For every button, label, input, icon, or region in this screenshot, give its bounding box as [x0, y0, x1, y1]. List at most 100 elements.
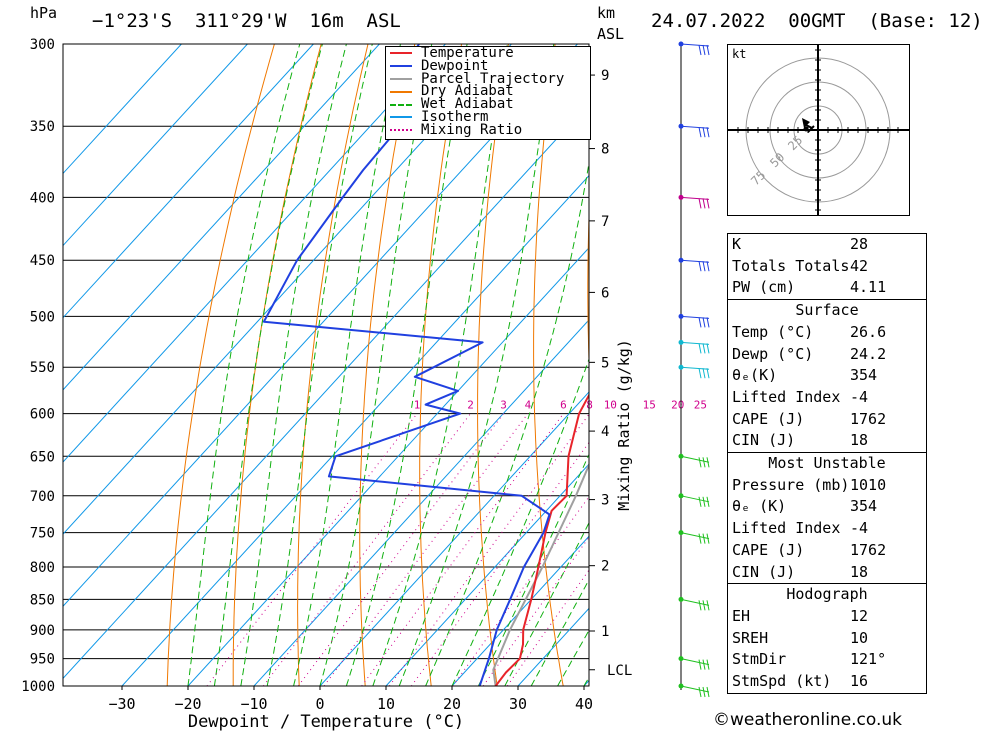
dry-adiabat-line [533, 44, 564, 686]
km-tick-label: 8 [601, 142, 609, 158]
mixing-ratio-label: 4 [525, 399, 532, 412]
wind-barb-feather [698, 127, 702, 138]
surface-cin-value: 18 [850, 431, 869, 450]
stmspd-label: StmSpd (kt) [732, 672, 832, 691]
wind-barb-staff [680, 685, 710, 693]
mu-cape-label: CAPE (J) [732, 540, 805, 559]
wind-barb-dot [678, 194, 684, 200]
wind-barb-feather [702, 600, 706, 611]
wind-barb-dot [678, 339, 684, 345]
isotherm-line [385, 463, 589, 686]
pressure-tick-label: 850 [30, 592, 55, 608]
copyright-link[interactable]: ©weatheronline.co.uk [713, 710, 903, 730]
mu-li-value: -4 [850, 519, 869, 538]
wind-barb-feather [702, 659, 706, 670]
mixing-ratio-line [410, 441, 589, 686]
wind-barb-feather [702, 457, 706, 468]
parameter-tables: K 28 Totals Totals 42 PW (cm) 4.11 Surface … [727, 233, 927, 694]
surface-title: Surface [795, 301, 859, 320]
dry-adiabat-line [297, 44, 369, 686]
pressure-tick-label: 750 [30, 526, 55, 542]
temp-tick-label: 30 [509, 695, 527, 713]
wet-adiabat-line [187, 44, 301, 686]
pressure-tick-label: 1000 [21, 679, 55, 695]
temp-tick-label: 40 [575, 695, 593, 713]
wet-adiabat-line [372, 44, 508, 686]
wet-adiabat-line [293, 44, 401, 686]
km-tick-label: 6 [601, 285, 609, 301]
pressure-tick-label: 900 [30, 623, 55, 639]
mixing-ratio-line [206, 413, 418, 686]
wind-barb-dot [678, 596, 684, 602]
isotherm-line [63, 44, 314, 319]
plot-frame [62, 43, 590, 687]
pressure-tick-label: 600 [30, 407, 55, 423]
pressure-tick-label: 400 [30, 190, 55, 206]
temp-tick-label: −20 [174, 695, 201, 713]
dry-adiabat-line [359, 44, 416, 686]
legend-item: Dewpoint [386, 57, 590, 74]
wind-barb-feather [702, 533, 706, 544]
wind-barb-feather [706, 600, 710, 611]
wind-barb-feather [698, 261, 702, 272]
wind-barb-feather [706, 368, 710, 379]
wind-barb-feather [698, 496, 702, 507]
temperature-line [494, 393, 589, 686]
mu-pressure-label: Pressure (mb) [732, 475, 850, 494]
wind-barb-staff [680, 658, 710, 666]
dry-adiabat-line [930, 44, 1000, 686]
isotherm-line [63, 44, 578, 607]
isotherm-line [253, 319, 589, 686]
wind-barb-staff [680, 315, 710, 319]
isotherm-line [187, 247, 589, 686]
legend-swatch [390, 129, 412, 132]
km-tick-label: 2 [601, 559, 609, 575]
mixing-ratio-line [388, 413, 589, 686]
stmdir-value: 121° [850, 650, 887, 669]
wet-adiabat-line [425, 159, 589, 686]
wind-barb-staff [680, 366, 710, 370]
isotherm-line [451, 535, 589, 686]
wind-barb-feather [706, 44, 710, 56]
wind-barb-feather [698, 659, 702, 670]
tt-value: 42 [850, 256, 869, 275]
wind-barb-staff [680, 196, 710, 200]
wind-barb-feather [706, 457, 710, 468]
legend-swatch [390, 77, 412, 80]
wet-adiabat-line [240, 44, 347, 686]
legend-swatch [390, 90, 412, 93]
legend-label: Dewpoint [421, 57, 489, 74]
wind-barb-feather [702, 368, 706, 379]
sreh-value: 10 [850, 628, 869, 647]
sreh-label: SREH [732, 628, 769, 647]
wind-barb-staff [680, 495, 710, 503]
dry-adiabat-line [232, 44, 322, 686]
hodograph-trace [803, 123, 815, 133]
wind-barb-staff [680, 532, 710, 540]
dry-adiabat-line [166, 44, 275, 686]
wind-barb-dot [678, 530, 684, 536]
mu-theta-value: 354 [850, 497, 878, 516]
wind-barb-dot [678, 257, 684, 263]
wind-barb-feather [706, 686, 710, 698]
isotherm-line [63, 44, 380, 391]
isotherm-line [63, 44, 512, 535]
pw-label: PW (cm) [732, 278, 796, 297]
mu-theta-label: θₑ (K) [732, 497, 787, 516]
surface-cape-value: 1762 [850, 409, 887, 428]
pressure-tick-label: 300 [30, 37, 55, 53]
wind-barb-staff [680, 455, 710, 463]
legend-label: Isotherm [421, 108, 489, 125]
x-axis-label: Dewpoint / Temperature (°C) [188, 712, 464, 732]
k-value: 28 [850, 235, 869, 253]
legend-item: Mixing Ratio [386, 123, 590, 137]
mu-cin-value: 18 [850, 562, 869, 581]
tt-label: Totals Totals [732, 256, 850, 275]
hodo-title: Hodograph [786, 585, 868, 604]
wind-barb-feather [702, 496, 706, 507]
wind-barb-feather [702, 317, 706, 328]
mu-cape-value: 1762 [850, 540, 887, 559]
wind-barb-dot [678, 453, 684, 459]
wind-barb-staff [680, 259, 710, 263]
